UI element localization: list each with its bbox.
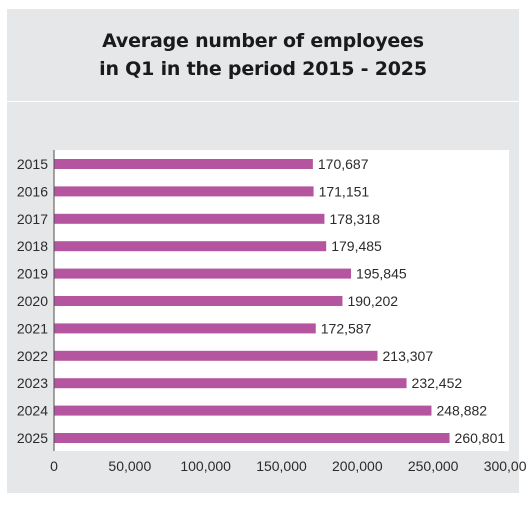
chart-title-line-2: in Q1 in the period 2015 - 2025 [99,58,427,80]
x-tick-label-250000: 250,000 [408,458,459,474]
x-tick-label-100000: 100,000 [180,458,231,474]
y-tick-label-2024: 2024 [17,403,48,419]
y-tick-label-2020: 2020 [17,293,48,309]
x-tick-label-300000: 300,000 [484,458,526,474]
y-tick-label-2019: 2019 [17,266,48,282]
y-tick-label-2018: 2018 [17,238,48,254]
data-label-2017: 178,318 [329,211,380,227]
chart-title-line-1: Average number of employees [102,30,424,52]
data-label-2018: 179,485 [331,238,382,254]
bar-2018 [54,241,327,252]
chart-title: Average number of employees in Q1 in the… [7,9,519,102]
bar-2025 [54,433,450,443]
x-tick-label-0: 0 [50,458,58,474]
bar-2019 [54,268,352,279]
bar-2015 [54,159,313,169]
data-label-2020: 190,202 [347,293,398,309]
data-label-2025: 260,801 [455,430,506,446]
bar-2020 [54,296,343,306]
bar-2022 [54,350,378,361]
x-tick-label-200000: 200,000 [332,458,383,474]
bar-2024 [54,405,432,416]
x-tick-label-150000: 150,000 [256,458,307,474]
y-tick-label-2015: 2015 [17,156,48,172]
y-tick-label-2022: 2022 [17,348,48,364]
data-label-2022: 213,307 [383,348,434,364]
y-tick-label-2017: 2017 [17,211,48,227]
bar-2017 [54,213,325,224]
y-tick-label-2023: 2023 [17,375,48,391]
data-label-2021: 172,587 [321,320,372,336]
data-label-2023: 232,452 [412,375,463,391]
bar-2021 [54,323,316,334]
y-tick-label-2021: 2021 [17,320,48,336]
data-label-2024: 248,882 [436,403,487,419]
x-tick-label-50000: 50,000 [108,458,151,474]
data-label-2019: 195,845 [356,266,407,282]
data-label-2016: 171,151 [319,183,370,199]
bar-2016 [54,186,314,197]
y-tick-label-2016: 2016 [17,183,48,199]
bar-2023 [54,378,407,389]
y-tick-label-2025: 2025 [17,430,48,446]
data-label-2015: 170,687 [318,156,369,172]
